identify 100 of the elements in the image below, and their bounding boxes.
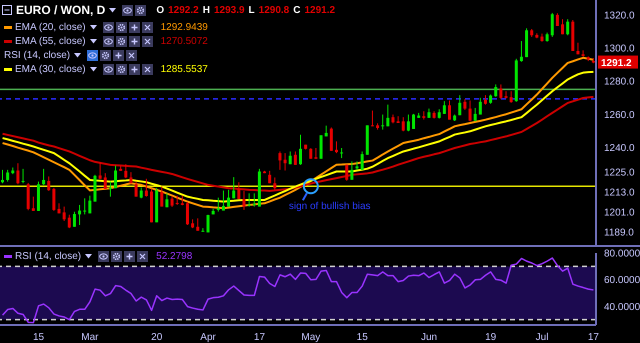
candlestick	[6, 169, 10, 182]
y-tick-label: 1260.0	[604, 110, 636, 121]
candlestick	[489, 94, 492, 104]
candlestick	[463, 98, 466, 110]
annotation: O 1292.2 H 1293.9 L 1290.8 C 1291.2	[156, 4, 336, 16]
x-tick-label: 19	[485, 332, 497, 343]
candlestick	[62, 206, 66, 222]
candlestick	[1, 169, 4, 184]
candlestick	[284, 152, 287, 172]
candlestick	[320, 134, 323, 160]
annotation: RSI (14, close)	[4, 50, 70, 60]
candlestick	[248, 192, 251, 208]
candlestick	[58, 202, 61, 214]
y-tick-label: 1189.0	[604, 227, 634, 238]
candlestick	[340, 147, 344, 159]
candlestick	[402, 116, 405, 132]
candlestick	[129, 172, 132, 184]
annotation: 1285.5537	[160, 64, 208, 74]
candlestick	[345, 164, 348, 182]
candlestick	[566, 18, 570, 36]
y-tick-label: 1320.0	[604, 10, 636, 22]
candlestick	[144, 178, 148, 198]
y-tick-label: 40.0000	[604, 302, 640, 313]
candlestick	[186, 201, 189, 226]
candlestick	[314, 147, 318, 160]
y-tick-label: 1280.0	[604, 76, 636, 88]
x-tick-label: Apr	[200, 332, 217, 343]
x-tick-label: Jul	[536, 332, 548, 343]
candlestick	[556, 12, 559, 26]
candlestick	[412, 113, 416, 130]
candlestick	[232, 176, 236, 199]
candlestick	[330, 126, 333, 152]
candlestick	[222, 190, 225, 212]
candlestick	[468, 100, 472, 122]
legend-label: EMA (55, close)	[15, 36, 86, 46]
candlestick	[104, 172, 107, 190]
candlestick	[52, 187, 56, 212]
annotation: 1292.9439	[160, 22, 208, 32]
x-tick-label: 15	[32, 332, 45, 343]
candlestick	[499, 84, 502, 100]
candlestick	[427, 108, 430, 118]
candlestick	[242, 190, 246, 210]
candlestick	[160, 186, 164, 208]
candlestick	[72, 211, 76, 228]
candlestick	[32, 196, 35, 212]
candlestick	[360, 150, 364, 170]
candlestick	[78, 204, 82, 226]
candlestick	[88, 195, 92, 214]
candlestick	[561, 18, 564, 35]
y-tick-label: 1225.0	[604, 168, 636, 179]
candlestick	[510, 90, 513, 104]
candlestick	[406, 114, 410, 132]
candlestick	[165, 192, 168, 208]
candlestick	[576, 42, 580, 55]
y-tick-label: 1213.0	[604, 188, 636, 199]
candlestick	[227, 189, 230, 208]
candlestick	[252, 192, 256, 208]
candlestick	[216, 197, 220, 212]
candlestick	[546, 32, 549, 42]
candlestick	[124, 164, 128, 179]
x-tick-label: 20	[151, 332, 163, 343]
candlestick	[520, 40, 523, 62]
candlestick	[134, 181, 138, 198]
candlestick	[196, 218, 200, 232]
candlestick	[299, 134, 302, 166]
candlestick	[83, 198, 86, 215]
candlestick	[324, 125, 328, 137]
candlestick	[206, 214, 210, 233]
candlestick	[350, 160, 354, 180]
legend-label: RSI (14, close)	[15, 250, 82, 262]
candlestick	[42, 168, 46, 186]
candlestick	[478, 97, 482, 116]
y-tick-label: 1300.0	[604, 44, 636, 55]
candlestick	[268, 170, 272, 184]
candlestick	[386, 104, 390, 127]
candlestick	[309, 148, 312, 160]
candlestick	[550, 12, 554, 38]
chart-title: EURO / WON, D	[16, 3, 106, 17]
candlestick	[474, 107, 477, 122]
candlestick	[381, 114, 384, 130]
legend-label: EMA (20, close)	[15, 22, 86, 32]
candlestick	[140, 187, 143, 199]
candlestick	[288, 150, 292, 165]
annotation: 1270.5072	[160, 36, 208, 46]
annotation: 1291.2	[601, 58, 632, 70]
candlestick	[108, 181, 112, 198]
legend-label: EMA (30, close)	[15, 64, 86, 74]
x-tick-label: May	[301, 332, 320, 343]
x-tick-label: Mar	[81, 332, 100, 343]
x-tick-label: 17	[254, 332, 266, 343]
x-tick-label: 15	[356, 332, 368, 343]
candlestick	[114, 165, 118, 189]
candlestick	[438, 108, 441, 120]
y-tick-label: 1240.0	[604, 142, 636, 154]
candlestick	[494, 84, 498, 98]
candlestick	[16, 162, 20, 185]
candlestick	[68, 214, 71, 229]
y-tick-label: 80.0000	[604, 248, 640, 260]
candlestick	[170, 196, 174, 208]
candlestick	[484, 94, 487, 106]
